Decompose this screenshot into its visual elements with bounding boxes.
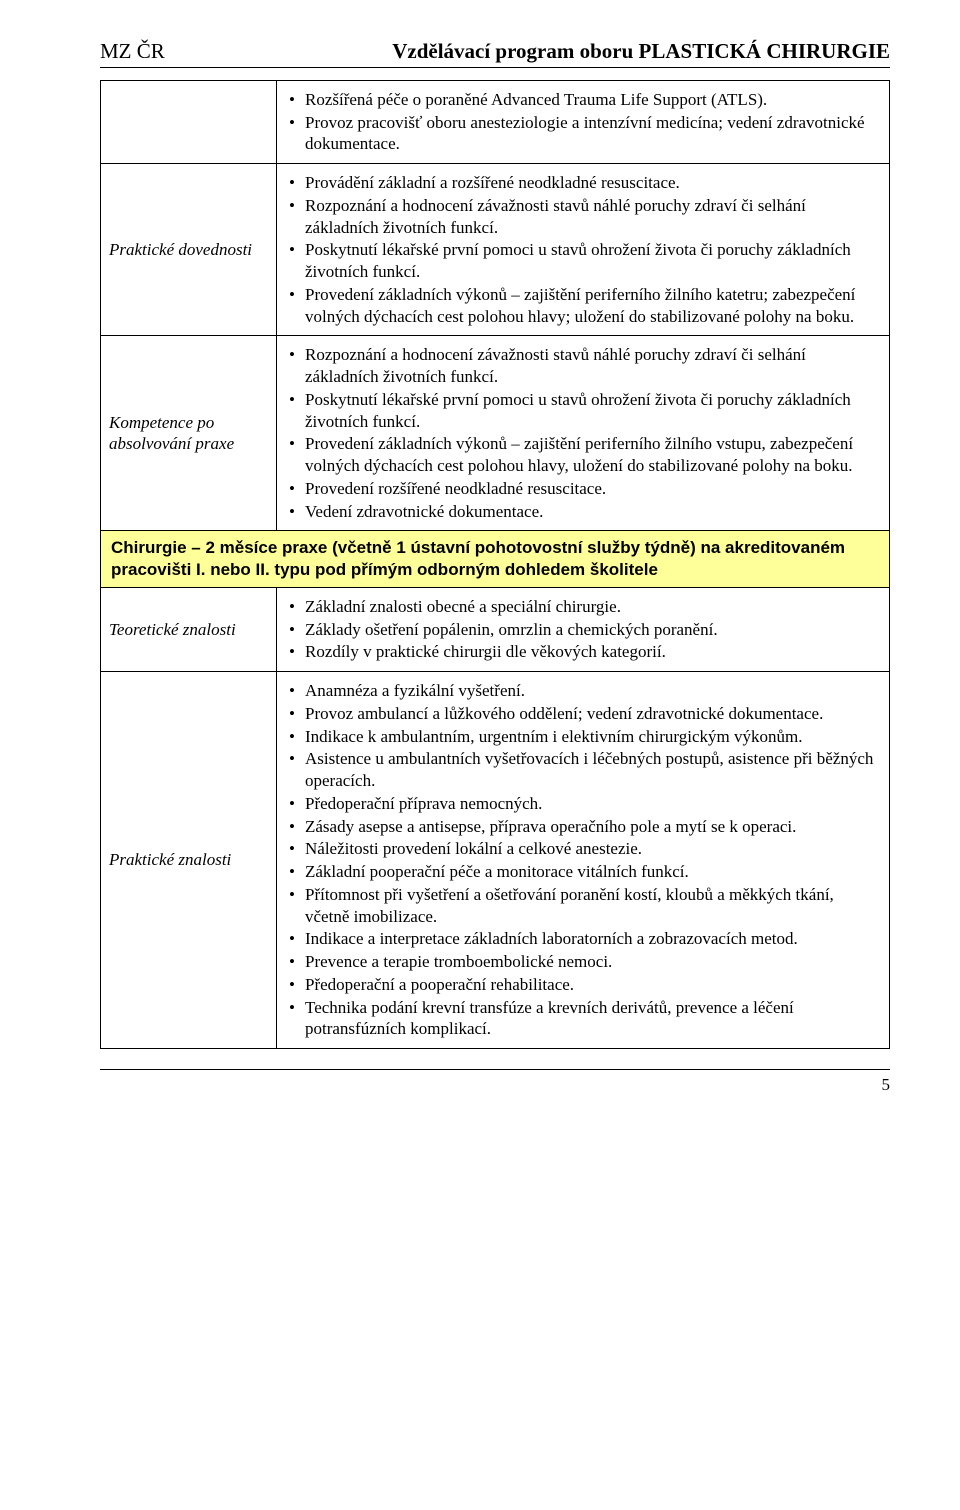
list-item: Poskytnutí lékařské první pomoci u stavů… <box>287 389 879 433</box>
list-item: Základní pooperační péče a monitorace vi… <box>287 861 879 883</box>
bullet-list: Rozšířená péče o poraněné Advanced Traum… <box>287 89 879 155</box>
list-item: Zásady asepse a antisepse, příprava oper… <box>287 816 879 838</box>
list-item: Rozpoznání a hodnocení závažnosti stavů … <box>287 195 879 239</box>
table-row: Praktické dovednosti Provádění základní a… <box>101 164 890 336</box>
list-item: Přítomnost při vyšetření a ošetřování po… <box>287 884 879 928</box>
bullet-list: Rozpoznání a hodnocení závažnosti stavů … <box>287 344 879 522</box>
page-header: MZ ČR Vzdělávací program oboru PLASTICKÁ… <box>100 38 890 68</box>
list-item: Provoz pracovišť oboru anesteziologie a … <box>287 112 879 156</box>
list-item: Provedení základních výkonů – zajištění … <box>287 433 879 477</box>
row-content: Rozpoznání a hodnocení závažnosti stavů … <box>277 336 890 531</box>
page-footer: 5 <box>100 1069 890 1096</box>
header-right: Vzdělávací program oboru PLASTICKÁ CHIRU… <box>392 38 890 65</box>
list-item: Provádění základní a rozšířené neodkladn… <box>287 172 879 194</box>
list-item: Rozšířená péče o poraněné Advanced Traum… <box>287 89 879 111</box>
list-item: Poskytnutí lékařské první pomoci u stavů… <box>287 239 879 283</box>
row-label <box>101 80 277 163</box>
row-label: Praktické znalosti <box>101 672 277 1049</box>
table-row: Praktické znalostiAnamnéza a fyzikální v… <box>101 672 890 1049</box>
row-content: Provádění základní a rozšířené neodkladn… <box>277 164 890 336</box>
header-left: MZ ČR <box>100 38 165 65</box>
list-item: Předoperační a pooperační rehabilitace. <box>287 974 879 996</box>
list-item: Provedení základních výkonů – zajištění … <box>287 284 879 328</box>
table-row: Rozšířená péče o poraněné Advanced Traum… <box>101 80 890 163</box>
bullet-list: Provádění základní a rozšířené neodkladn… <box>287 172 879 327</box>
page-number: 5 <box>882 1075 891 1094</box>
row-label: Praktické dovednosti <box>101 164 277 336</box>
list-item: Základy ošetření popálenin, omrzlin a ch… <box>287 619 879 641</box>
table-row: Teoretické znalosti Základní znalosti obe… <box>101 587 890 671</box>
list-item: Náležitosti provedení lokální a celkové … <box>287 838 879 860</box>
content-table: Rozšířená péče o poraněné Advanced Traum… <box>100 80 890 1049</box>
list-item: Provoz ambulancí a lůžkového oddělení; v… <box>287 703 879 725</box>
list-item: Indikace k ambulantním, urgentním i elek… <box>287 726 879 748</box>
list-item: Rozdíly v praktické chirurgii dle věkový… <box>287 641 879 663</box>
section-header-row: Chirurgie – 2 měsíce praxe (včetně 1 úst… <box>101 531 890 588</box>
row-content: Rozšířená péče o poraněné Advanced Traum… <box>277 80 890 163</box>
bullet-list: Anamnéza a fyzikální vyšetření.Provoz am… <box>287 680 879 1040</box>
table-row: Kompetence po absolvování praxeRozpoznán… <box>101 336 890 531</box>
list-item: Anamnéza a fyzikální vyšetření. <box>287 680 879 702</box>
list-item: Provedení rozšířené neodkladné resuscita… <box>287 478 879 500</box>
row-content: Anamnéza a fyzikální vyšetření.Provoz am… <box>277 672 890 1049</box>
list-item: Asistence u ambulantních vyšetřovacích i… <box>287 748 879 792</box>
row-content: Základní znalosti obecné a speciální chi… <box>277 587 890 671</box>
list-item: Vedení zdravotnické dokumentace. <box>287 501 879 523</box>
list-item: Předoperační příprava nemocných. <box>287 793 879 815</box>
list-item: Technika podání krevní transfúze a krevn… <box>287 997 879 1041</box>
row-label: Teoretické znalosti <box>101 587 277 671</box>
section-header: Chirurgie – 2 měsíce praxe (včetně 1 úst… <box>101 531 890 588</box>
list-item: Základní znalosti obecné a speciální chi… <box>287 596 879 618</box>
list-item: Rozpoznání a hodnocení závažnosti stavů … <box>287 344 879 388</box>
list-item: Indikace a interpretace základních labor… <box>287 928 879 950</box>
row-label: Kompetence po absolvování praxe <box>101 336 277 531</box>
list-item: Prevence a terapie tromboembolické nemoc… <box>287 951 879 973</box>
bullet-list: Základní znalosti obecné a speciální chi… <box>287 596 879 663</box>
